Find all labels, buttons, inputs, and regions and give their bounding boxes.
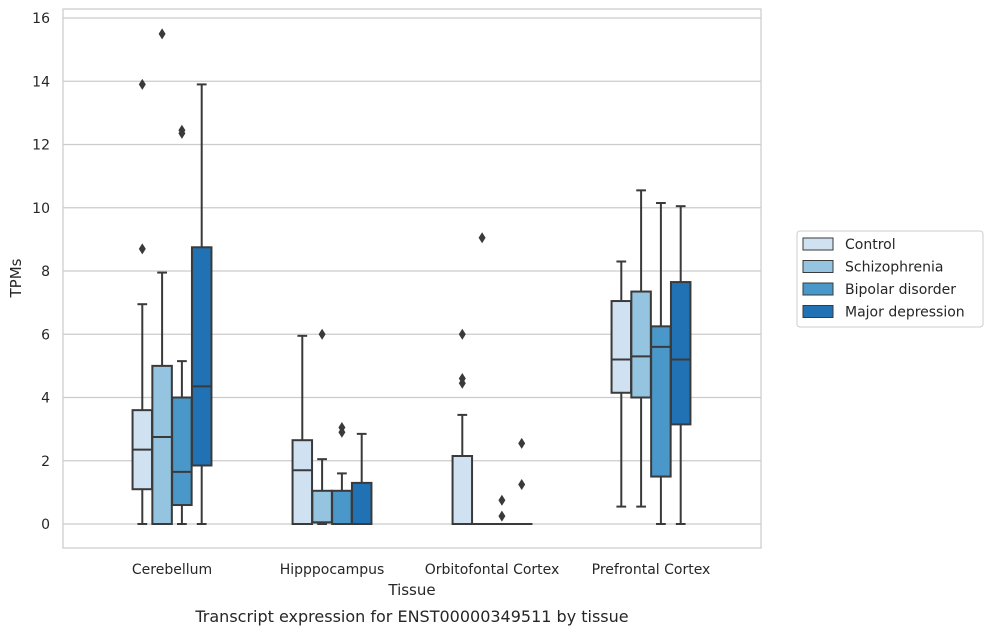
box-plot bbox=[311, 328, 333, 525]
y-tick-label: 14 bbox=[32, 74, 50, 90]
box-iqr bbox=[630, 290, 652, 399]
box-plot bbox=[610, 260, 633, 508]
y-tick-label: 4 bbox=[41, 391, 50, 407]
legend-swatch bbox=[802, 260, 834, 273]
y-tick-label: 6 bbox=[41, 327, 50, 343]
box-plot bbox=[510, 437, 533, 526]
box-plot bbox=[171, 124, 193, 525]
box-iqr bbox=[610, 300, 633, 394]
box-iqr bbox=[171, 396, 193, 507]
plot-frame bbox=[62, 8, 762, 549]
figure-caption: Transcript expression for ENST0000034951… bbox=[194, 607, 628, 626]
box-iqr bbox=[331, 489, 353, 526]
x-tick-label: Orbitofontal Cortex bbox=[425, 562, 560, 578]
outlier-point bbox=[338, 422, 346, 434]
box-plot bbox=[350, 432, 373, 526]
y-tick-label: 2 bbox=[41, 454, 50, 470]
x-tick-label: Cerebellum bbox=[132, 562, 212, 578]
box-iqr bbox=[151, 364, 173, 525]
y-tick-labels: 0 2 4 6 8 10 12 14 16 bbox=[32, 11, 50, 533]
box-iqr bbox=[650, 325, 672, 478]
x-tick-labels: Cerebellum Hipppocampus Orbitofontal Corte… bbox=[132, 562, 710, 578]
box-plot bbox=[669, 205, 692, 525]
box-plot bbox=[190, 83, 213, 525]
box-iqr bbox=[311, 489, 333, 524]
box-iqr bbox=[190, 246, 213, 467]
legend-label: Schizophrenia bbox=[845, 260, 943, 276]
y-tick-label: 12 bbox=[32, 138, 50, 154]
x-axis-title: Tissue bbox=[387, 581, 435, 599]
outlier-point bbox=[158, 28, 166, 40]
box-iqr bbox=[451, 455, 474, 526]
outlier-point bbox=[458, 328, 466, 340]
box-iqr bbox=[350, 481, 373, 526]
y-tick-label: 0 bbox=[41, 517, 50, 533]
box-plot bbox=[650, 202, 672, 525]
outlier-point bbox=[478, 232, 486, 244]
box-plot bbox=[451, 328, 474, 526]
outlier-point bbox=[498, 494, 506, 506]
outlier-point bbox=[138, 78, 146, 90]
y-tick-label: 10 bbox=[32, 201, 50, 217]
box-plot bbox=[471, 232, 493, 526]
legend-swatch bbox=[802, 282, 834, 296]
legend-frame bbox=[796, 230, 984, 328]
x-tick-label: Prefrontal Cortex bbox=[592, 562, 711, 578]
box-plot bbox=[491, 494, 513, 526]
legend-swatch bbox=[802, 237, 834, 251]
box-plot bbox=[151, 28, 173, 525]
outlier-point bbox=[138, 243, 146, 255]
y-tick-label: 16 bbox=[32, 11, 50, 27]
outlier-point bbox=[498, 510, 506, 522]
outlier-point bbox=[458, 373, 466, 385]
outlier-point bbox=[518, 478, 526, 490]
box-iqr bbox=[669, 281, 692, 426]
box-plot bbox=[291, 334, 314, 526]
x-tick-label: Hipppocampus bbox=[280, 562, 385, 578]
box-plot bbox=[131, 78, 154, 525]
box-series bbox=[131, 28, 692, 526]
legend: Control Schizophrenia Bipolar disorder Majo… bbox=[796, 230, 984, 328]
outlier-point bbox=[518, 437, 526, 449]
y-axis-title: TPMs bbox=[7, 258, 25, 298]
box-plot bbox=[630, 189, 652, 508]
legend-label: Bipolar disorder bbox=[845, 282, 956, 298]
legend-swatch bbox=[802, 305, 834, 318]
box-iqr bbox=[291, 439, 314, 526]
legend-label: Major depression bbox=[845, 305, 965, 321]
box-plot bbox=[331, 422, 353, 526]
y-tick-label: 8 bbox=[41, 264, 50, 280]
outlier-point bbox=[318, 328, 326, 340]
legend-label: Control bbox=[845, 237, 896, 253]
outlier-point bbox=[178, 124, 186, 136]
